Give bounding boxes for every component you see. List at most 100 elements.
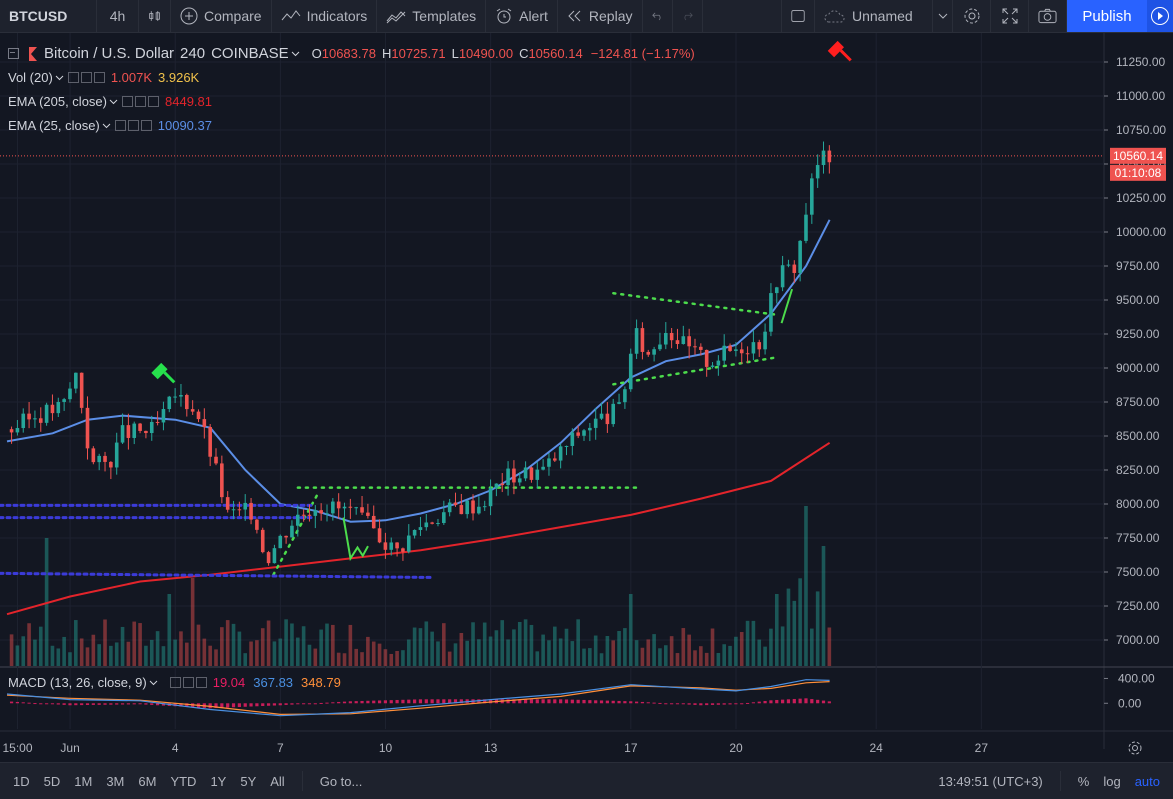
auto-toggle[interactable]: auto — [1134, 773, 1160, 789]
countdown-label: 01:10:08 — [1115, 166, 1162, 180]
clock-display[interactable]: 13:49:51 (UTC+3) — [938, 773, 1043, 789]
volume-bar — [576, 619, 580, 666]
candle-body — [699, 346, 703, 350]
macd-histogram-bar — [226, 703, 230, 708]
indicator-controls[interactable] — [114, 120, 152, 131]
macd-histogram-bar — [804, 698, 808, 704]
chevron-down-icon[interactable] — [109, 98, 118, 105]
candle-body — [56, 401, 61, 414]
compare-button[interactable]: Compare — [171, 0, 272, 32]
redo-button[interactable] — [673, 0, 703, 32]
price-chart[interactable]: 7000.00 7250.00 7500.00 7750.00 8000.00 8250.… — [0, 33, 1173, 761]
macd-histogram-bar — [599, 700, 604, 704]
candle-body — [640, 328, 645, 352]
symbol-title[interactable]: Bitcoin / U.S. Dollar — [44, 45, 175, 62]
macd-histogram-bar — [821, 700, 826, 704]
publish-more-button[interactable] — [1147, 0, 1173, 32]
indicator-controls[interactable] — [67, 72, 105, 83]
range-ytd[interactable]: YTD — [170, 773, 197, 789]
macd-histogram-bar — [559, 699, 563, 704]
candle-body — [769, 293, 773, 332]
chevron-down-icon[interactable] — [55, 74, 64, 81]
chevron-down-icon[interactable] — [149, 679, 158, 686]
volume-bar — [553, 626, 557, 666]
indicator-controls[interactable] — [169, 677, 207, 688]
volume-bar — [710, 628, 715, 666]
volume-bar — [348, 624, 353, 666]
macd-histogram-bar — [506, 699, 510, 704]
candle-body — [675, 340, 680, 344]
volume-bar — [827, 627, 832, 666]
macd-histogram-bar — [576, 699, 580, 704]
macd-histogram-bar — [395, 699, 399, 704]
indicators-label: Indicators — [306, 8, 368, 24]
time-tick-label: 17 — [624, 741, 638, 755]
candle-body — [9, 429, 14, 433]
volume-bar — [301, 626, 306, 666]
volume-bar — [336, 652, 341, 666]
range-3m[interactable]: 3M — [106, 773, 125, 789]
candle-body — [44, 404, 49, 423]
range-6m[interactable]: 6M — [138, 773, 157, 789]
volume-name[interactable]: Vol (20) — [8, 70, 53, 85]
snapshot-button[interactable] — [1029, 0, 1067, 32]
undo-button[interactable] — [643, 0, 673, 32]
candle-body — [348, 506, 353, 508]
macd-histogram-bar — [62, 703, 66, 705]
alert-button[interactable]: Alert — [486, 0, 558, 32]
range-5y[interactable]: 5Y — [240, 773, 257, 789]
log-toggle[interactable]: log — [1103, 773, 1121, 789]
volume-bar — [564, 628, 569, 666]
volume-bar — [120, 626, 125, 666]
volume-bar — [541, 634, 545, 666]
ema25-name[interactable]: EMA (25, close) — [8, 118, 100, 133]
layout-name-button[interactable]: Unnamed — [815, 0, 933, 32]
indicators-button[interactable]: Indicators — [272, 0, 378, 32]
settings-button[interactable] — [953, 0, 991, 32]
price-tick-label: 7500.00 — [1116, 565, 1160, 579]
volume-bar — [27, 623, 31, 666]
fullscreen-button[interactable] — [991, 0, 1029, 32]
time-tick-label: 7 — [277, 741, 284, 755]
ema205-name[interactable]: EMA (205, close) — [8, 94, 107, 109]
chart-type-button[interactable] — [139, 0, 171, 32]
chevron-down-icon[interactable] — [291, 50, 300, 57]
chart-area[interactable]: 7000.00 7250.00 7500.00 7750.00 8000.00 8250.… — [0, 33, 1173, 761]
macd-histogram-bar — [687, 703, 691, 705]
volume-bar — [582, 648, 586, 666]
goto-button[interactable]: Go to... — [319, 773, 363, 789]
macd-line-value: 367.83 — [253, 675, 294, 690]
volume-bar — [716, 652, 721, 666]
macd-name[interactable]: MACD (13, 26, close, 9) — [8, 675, 147, 690]
interval-button[interactable]: 4h — [97, 0, 139, 32]
macd-histogram-bar — [15, 701, 20, 704]
candle-body — [658, 344, 662, 350]
templates-button[interactable]: Templates — [377, 0, 487, 32]
chevron-down-icon[interactable] — [102, 122, 111, 129]
volume-bar — [383, 649, 388, 666]
time-tick-label: 24 — [870, 741, 884, 755]
range-1m[interactable]: 1M — [74, 773, 93, 789]
percent-toggle[interactable]: % — [1077, 773, 1090, 789]
macd-histogram-bar — [535, 699, 539, 704]
collapse-icon[interactable] — [8, 48, 19, 59]
camera-icon — [1038, 8, 1057, 24]
indicator-controls[interactable] — [122, 96, 159, 107]
symbol-search[interactable]: BTCUSD — [0, 0, 97, 32]
range-5d[interactable]: 5D — [43, 773, 61, 789]
replay-button[interactable]: Replay — [558, 0, 643, 32]
candle-body — [418, 527, 423, 530]
volume-bar — [231, 623, 236, 666]
volume-bar — [482, 622, 487, 666]
time-tick-label: Jun — [60, 741, 79, 755]
macd-histogram-bar — [453, 699, 458, 704]
layout-menu-button[interactable] — [933, 0, 953, 32]
macd-histogram-bar — [115, 703, 119, 705]
candle-body — [97, 455, 101, 463]
range-all[interactable]: All — [270, 773, 285, 789]
publish-button[interactable]: Publish — [1067, 0, 1147, 32]
fullscreen-layout-button[interactable] — [781, 0, 815, 32]
price-tick-label: 8500.00 — [1116, 429, 1160, 443]
range-1d[interactable]: 1D — [13, 773, 30, 789]
range-1y[interactable]: 1Y — [210, 773, 227, 789]
